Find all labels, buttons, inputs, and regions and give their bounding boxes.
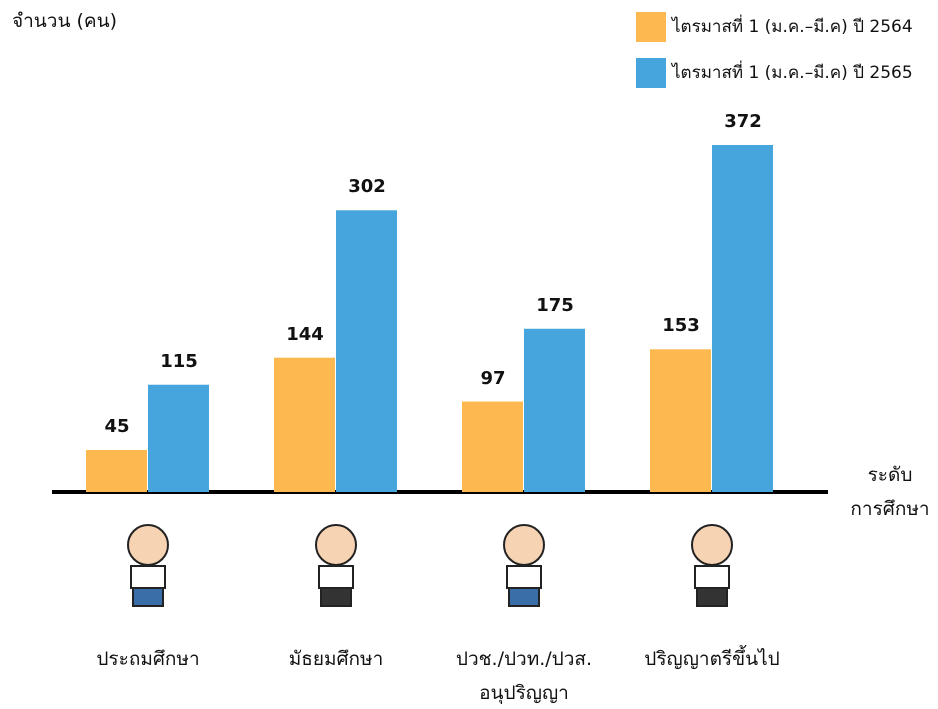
bar — [148, 385, 209, 492]
value-label: 97 — [453, 368, 533, 389]
figure-body — [319, 566, 353, 588]
value-label: 175 — [515, 295, 595, 316]
y-axis-label: จำนวน (คน) — [12, 4, 117, 38]
figure-body — [507, 566, 541, 588]
figure-legs — [509, 588, 539, 606]
value-label: 115 — [139, 351, 219, 372]
figure-body — [131, 566, 165, 588]
figure-body — [695, 566, 729, 588]
bar — [462, 402, 523, 492]
x-tick-label: มัธยมศึกษา — [236, 642, 436, 676]
figure-head — [128, 525, 168, 565]
chart: จำนวน (คน) ระดับ การศึกษา ไตรมาสที่ 1 (ม… — [0, 0, 938, 709]
value-label: 302 — [327, 176, 407, 197]
figure-legs — [133, 588, 163, 606]
legend-label: ไตรมาสที่ 1 (ม.ค.–มี.ค) ปี 2564 — [672, 10, 913, 44]
x-tick-label: ปริญญาตรีขึ้นไป — [612, 642, 812, 676]
figure-head — [692, 525, 732, 565]
x-tick-label: ปวช./ปวท./ปวส. อนุปริญญา — [424, 642, 624, 709]
legend-swatch — [636, 12, 666, 42]
bar — [712, 145, 773, 492]
bar — [650, 349, 711, 492]
x-axis-label: ระดับ การศึกษา — [845, 458, 935, 526]
figure-legs — [321, 588, 351, 606]
figure-legs — [697, 588, 727, 606]
value-label: 144 — [265, 324, 345, 345]
value-label: 45 — [77, 416, 157, 437]
value-label: 372 — [703, 111, 783, 132]
legend-label: ไตรมาสที่ 1 (ม.ค.–มี.ค) ปี 2565 — [672, 56, 913, 90]
bar — [274, 358, 335, 492]
legend-swatch — [636, 58, 666, 88]
bar — [524, 329, 585, 492]
x-tick-label: ประถมศึกษา — [48, 642, 248, 676]
figure-head — [316, 525, 356, 565]
bar — [86, 450, 147, 492]
bar — [336, 210, 397, 492]
value-label: 153 — [641, 315, 721, 336]
figure-head — [504, 525, 544, 565]
